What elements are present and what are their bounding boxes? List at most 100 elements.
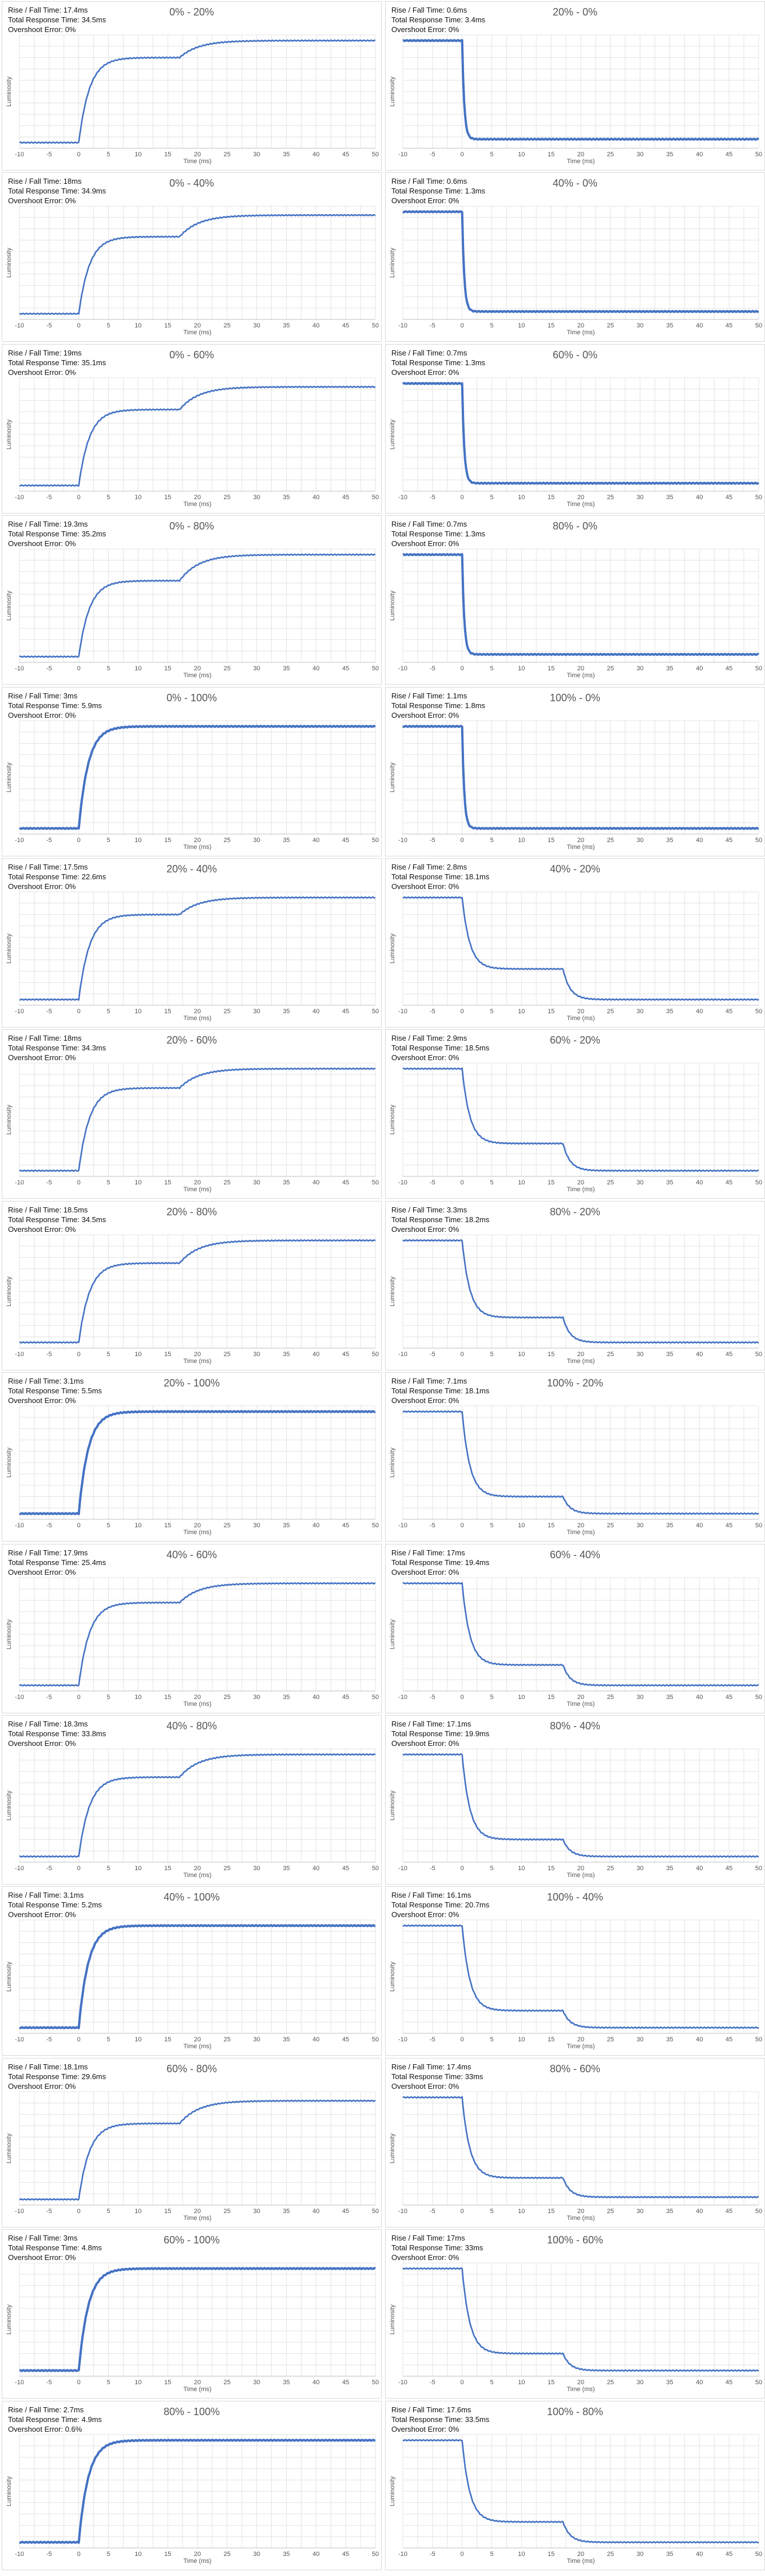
chart-svg: -10 -5 0 5 10 15 20 25 30 35 40 45 50 Time (ms) Lumino… bbox=[6, 2262, 379, 2393]
x-tick-label: 50 bbox=[755, 151, 762, 158]
stat-line: Total Response Time: 18.1ms bbox=[391, 872, 490, 881]
x-tick-label: 5 bbox=[106, 1522, 110, 1529]
x-tick-label: 5 bbox=[106, 2379, 110, 2386]
x-tick-label: 5 bbox=[490, 322, 493, 329]
chart-svg: -10 -5 0 5 10 15 20 25 30 35 40 45 50 Time (ms) Lumino… bbox=[6, 377, 379, 508]
x-axis-title: Time (ms) bbox=[183, 2558, 211, 2565]
y-axis-title: Luminosity bbox=[6, 1790, 13, 1820]
y-axis-title: Luminosity bbox=[6, 1619, 13, 1649]
x-tick-label: -5 bbox=[430, 2551, 435, 2558]
chart-title: 20% - 40% bbox=[166, 863, 217, 875]
x-tick-label: -10 bbox=[398, 1865, 407, 1872]
x-tick-label: 50 bbox=[755, 1865, 762, 1872]
x-tick-label: 50 bbox=[372, 1179, 379, 1186]
stat-line: Overshoot Error: 0% bbox=[391, 1567, 459, 1577]
chart-svg: -10 -5 0 5 10 15 20 25 30 35 40 45 50 Time (ms) Lumino… bbox=[389, 1577, 762, 1708]
x-tick-label: 45 bbox=[342, 1522, 349, 1529]
x-tick-label: 5 bbox=[490, 494, 493, 501]
y-axis-title: Luminosity bbox=[389, 933, 396, 963]
y-axis-title: Luminosity bbox=[389, 1105, 396, 1135]
stat-line: Total Response Time: 25.4ms bbox=[8, 1558, 106, 1567]
x-axis-title: Time (ms) bbox=[183, 844, 211, 851]
x-tick-label: 30 bbox=[253, 1179, 260, 1186]
x-tick-label: 25 bbox=[224, 2036, 231, 2043]
stat-line: Total Response Time: 5.2ms bbox=[8, 1901, 102, 1910]
x-tick-label: 35 bbox=[666, 1522, 673, 1529]
x-tick-label: 50 bbox=[755, 837, 762, 844]
x-tick-label: -5 bbox=[46, 151, 52, 158]
x-tick-label: 25 bbox=[224, 1179, 231, 1186]
x-tick-label: -5 bbox=[430, 151, 435, 158]
chart-stats: Rise / Fall Time: 17ms Total Response Tim… bbox=[391, 2233, 483, 2262]
x-tick-label: -10 bbox=[398, 1522, 407, 1529]
x-tick-label: 20 bbox=[577, 1351, 584, 1358]
x-tick-label: -5 bbox=[46, 665, 52, 672]
x-tick-label: 40 bbox=[312, 2036, 319, 2043]
x-tick-label: -5 bbox=[430, 1351, 435, 1358]
x-tick-label: 30 bbox=[637, 1179, 644, 1186]
x-tick-label: 45 bbox=[726, 2208, 732, 2215]
x-tick-label: -5 bbox=[430, 665, 435, 672]
x-tick-label: 45 bbox=[342, 2551, 349, 2558]
x-tick-label: -5 bbox=[46, 1008, 52, 1015]
luminosity-series-line bbox=[19, 2099, 376, 2200]
x-tick-label: 10 bbox=[134, 2379, 141, 2386]
chart-panel: Rise / Fall Time: 3.1ms Total Response Ti… bbox=[2, 1886, 382, 2056]
x-tick-label: 25 bbox=[224, 151, 231, 158]
x-tick-label: 5 bbox=[490, 1008, 493, 1015]
x-axis-title: Time (ms) bbox=[183, 501, 211, 508]
x-tick-label: 30 bbox=[637, 494, 644, 501]
x-tick-label: 35 bbox=[666, 2551, 673, 2558]
x-tick-label: 0 bbox=[77, 2379, 81, 2386]
x-tick-label: 0 bbox=[77, 1179, 81, 1186]
x-tick-label: -5 bbox=[46, 1351, 52, 1358]
x-tick-label: 30 bbox=[253, 665, 260, 672]
x-tick-label: 35 bbox=[283, 1179, 290, 1186]
x-tick-label: 35 bbox=[283, 1522, 290, 1529]
x-tick-label: 25 bbox=[224, 2379, 231, 2386]
chart-gridlines bbox=[402, 1405, 759, 1520]
chart-gridlines bbox=[19, 2434, 376, 2549]
x-tick-label: 50 bbox=[372, 494, 379, 501]
x-tick-label: 10 bbox=[134, 494, 141, 501]
x-tick-label: 10 bbox=[134, 2036, 141, 2043]
y-axis-title: Luminosity bbox=[6, 1447, 13, 1477]
x-tick-label: 20 bbox=[194, 665, 201, 672]
stat-line: Total Response Time: 34.5ms bbox=[8, 15, 106, 24]
luminosity-series-line bbox=[19, 385, 376, 487]
x-tick-label: -5 bbox=[430, 322, 435, 329]
chart-panel: Rise / Fall Time: 2.7ms Total Response Ti… bbox=[2, 2400, 382, 2570]
x-tick-label: 30 bbox=[253, 1865, 260, 1872]
x-tick-label: -10 bbox=[398, 1179, 407, 1186]
stat-line: Rise / Fall Time: 17.6ms bbox=[391, 2405, 471, 2414]
stat-line: Rise / Fall Time: 18ms bbox=[8, 1034, 82, 1043]
x-axis-title: Time (ms) bbox=[183, 2043, 211, 2050]
x-axis-title: Time (ms) bbox=[566, 2043, 594, 2050]
x-tick-label: 15 bbox=[164, 665, 171, 672]
x-tick-label: 0 bbox=[77, 1351, 81, 1358]
x-tick-label: 5 bbox=[106, 1008, 110, 1015]
x-tick-label: 0 bbox=[461, 2208, 464, 2215]
x-tick-label: 40 bbox=[312, 2208, 319, 2215]
stat-line: Rise / Fall Time: 0.6ms bbox=[391, 177, 467, 186]
x-tick-label: 40 bbox=[312, 837, 319, 844]
x-tick-label: 25 bbox=[607, 1351, 614, 1358]
x-tick-label: 15 bbox=[548, 2551, 554, 2558]
x-tick-label: 25 bbox=[607, 1694, 614, 1701]
chart-stats: Rise / Fall Time: 3.1ms Total Response Ti… bbox=[8, 1890, 102, 1919]
x-tick-label: 35 bbox=[283, 2036, 290, 2043]
x-axis-title: Time (ms) bbox=[183, 1015, 211, 1022]
chart-panel: Rise / Fall Time: 3ms Total Response Time… bbox=[2, 2229, 382, 2399]
luminosity-series-line bbox=[19, 554, 376, 658]
x-axis-title: Time (ms) bbox=[566, 672, 594, 679]
x-tick-label: -5 bbox=[430, 494, 435, 501]
x-tick-label: -5 bbox=[430, 1179, 435, 1186]
x-tick-label: 35 bbox=[666, 2208, 673, 2215]
chart-title: 60% - 20% bbox=[549, 1034, 601, 1046]
x-tick-label: 45 bbox=[342, 494, 349, 501]
chart-panel: Rise / Fall Time: 17.6ms Total Response T… bbox=[385, 2400, 765, 2570]
stat-line: Overshoot Error: 0% bbox=[8, 2253, 76, 2262]
x-tick-label: 20 bbox=[577, 2036, 584, 2043]
stat-line: Rise / Fall Time: 3.1ms bbox=[8, 1377, 84, 1386]
x-tick-label: 45 bbox=[726, 2551, 732, 2558]
